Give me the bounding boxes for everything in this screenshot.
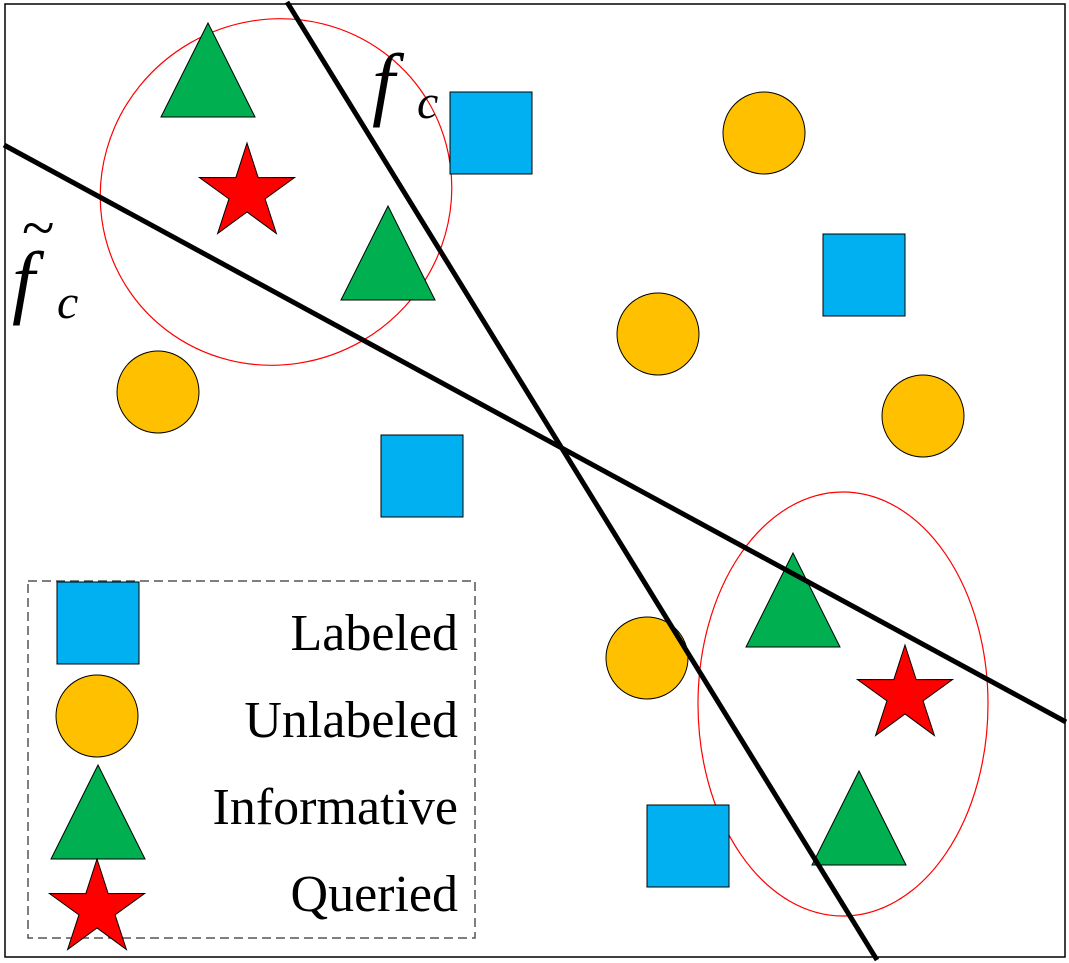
legend-triangle-icon (50, 763, 146, 860)
legend-label-queried: Queried (291, 866, 458, 923)
labeled-square-icon (646, 804, 730, 888)
labeled-square-icon (380, 434, 464, 518)
unlabeled-circle-icon (605, 616, 689, 700)
unlabeled-circle-icon (722, 91, 806, 175)
unlabeled-circle-icon (116, 350, 200, 434)
queried-star-icon (197, 141, 297, 235)
labeled-square-icon (822, 233, 906, 317)
legend-label-unlabeled: Unlabeled (244, 692, 458, 749)
legend-circle-icon (55, 674, 139, 758)
legend-border (27, 580, 476, 939)
query-region-ellipse (697, 491, 989, 917)
queried-star-icon (855, 643, 955, 737)
unlabeled-circle-icon (881, 374, 965, 458)
legend-star-icon (47, 857, 147, 951)
legend-label-labeled: Labeled (291, 605, 458, 662)
informative-triangle-icon (340, 204, 436, 301)
label-f-tilde-c-sub: c (57, 276, 78, 329)
label-f-c-sub: c (417, 76, 438, 129)
label-f-tilde-c-tilde: ~ (22, 195, 54, 261)
informative-triangle-icon (745, 551, 841, 648)
decision-boundary-f-tilde-c (2, 142, 1068, 725)
decision-boundary-f-c (284, 0, 880, 962)
legend-label-informative: Informative (213, 779, 458, 836)
labeled-square-icon (449, 91, 533, 175)
unlabeled-circle-icon (616, 292, 700, 376)
informative-triangle-icon (160, 21, 256, 118)
informative-triangle-icon (811, 769, 907, 866)
diagram-frame (4, 3, 1066, 958)
legend: Labeled Unlabeled Informative Queried (27, 580, 476, 951)
legend-square-icon (56, 581, 140, 665)
